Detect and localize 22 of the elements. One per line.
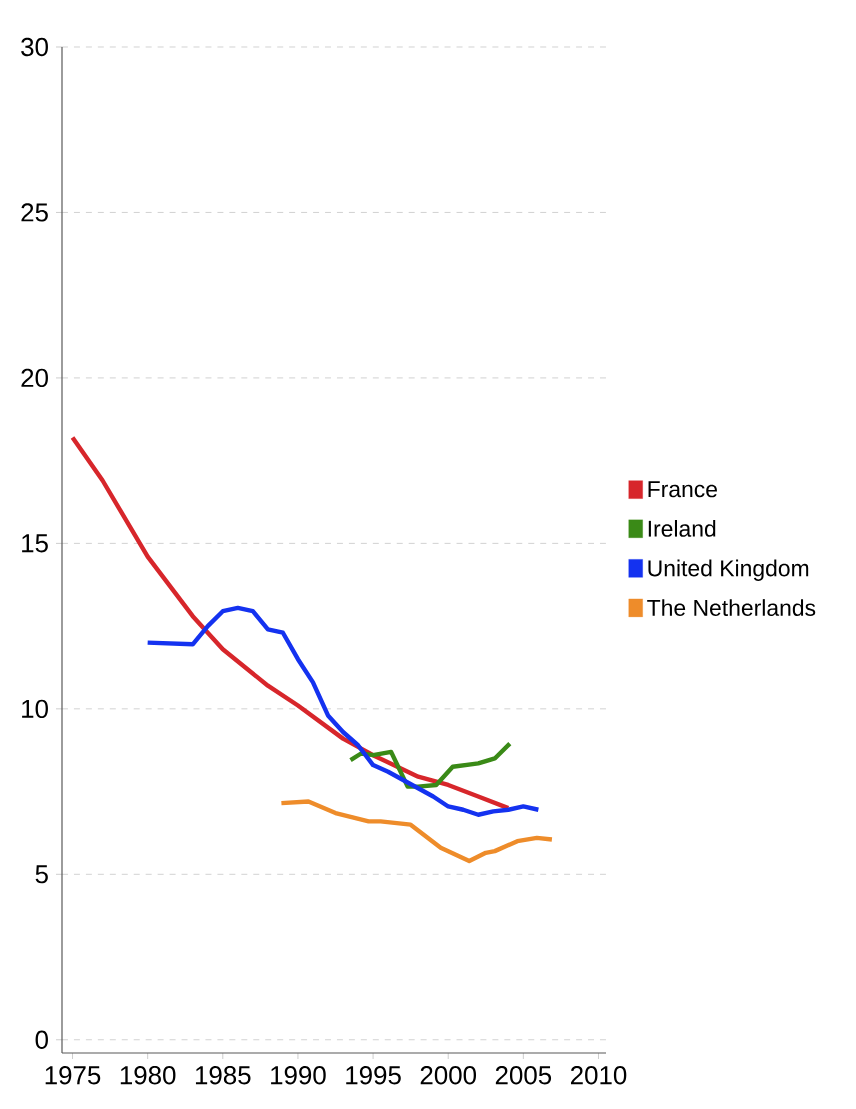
x-tick-label: 1975 (45, 1066, 101, 1085)
line-series (70, 435, 511, 811)
x-tick-label: 2000 (420, 1066, 477, 1085)
y-tick-label: 5 (35, 865, 48, 884)
x-tick-label: 1990 (271, 1066, 326, 1085)
legend-label: France (648, 481, 717, 498)
legend-label: United Kingdom (648, 559, 809, 581)
x-tick-label: 2010 (570, 1066, 627, 1085)
y-tick-label: 30 (21, 37, 48, 57)
y-tick-label: 20 (21, 368, 48, 388)
y-tick-label: 0 (35, 1030, 48, 1049)
y-tick-label: 15 (22, 534, 48, 553)
x-tick-label: 1985 (195, 1066, 251, 1085)
y-tick-label: 10 (22, 699, 48, 718)
x-tick-label: 1995 (346, 1066, 401, 1085)
x-tick-label: 2005 (495, 1066, 552, 1085)
legend-label: The Netherlands (647, 599, 816, 616)
legend-label: Ireland (648, 520, 716, 537)
x-tick-label: 1980 (120, 1066, 176, 1085)
line-series (279, 799, 555, 864)
line-series (145, 605, 541, 817)
y-tick-label: 25 (21, 203, 48, 222)
